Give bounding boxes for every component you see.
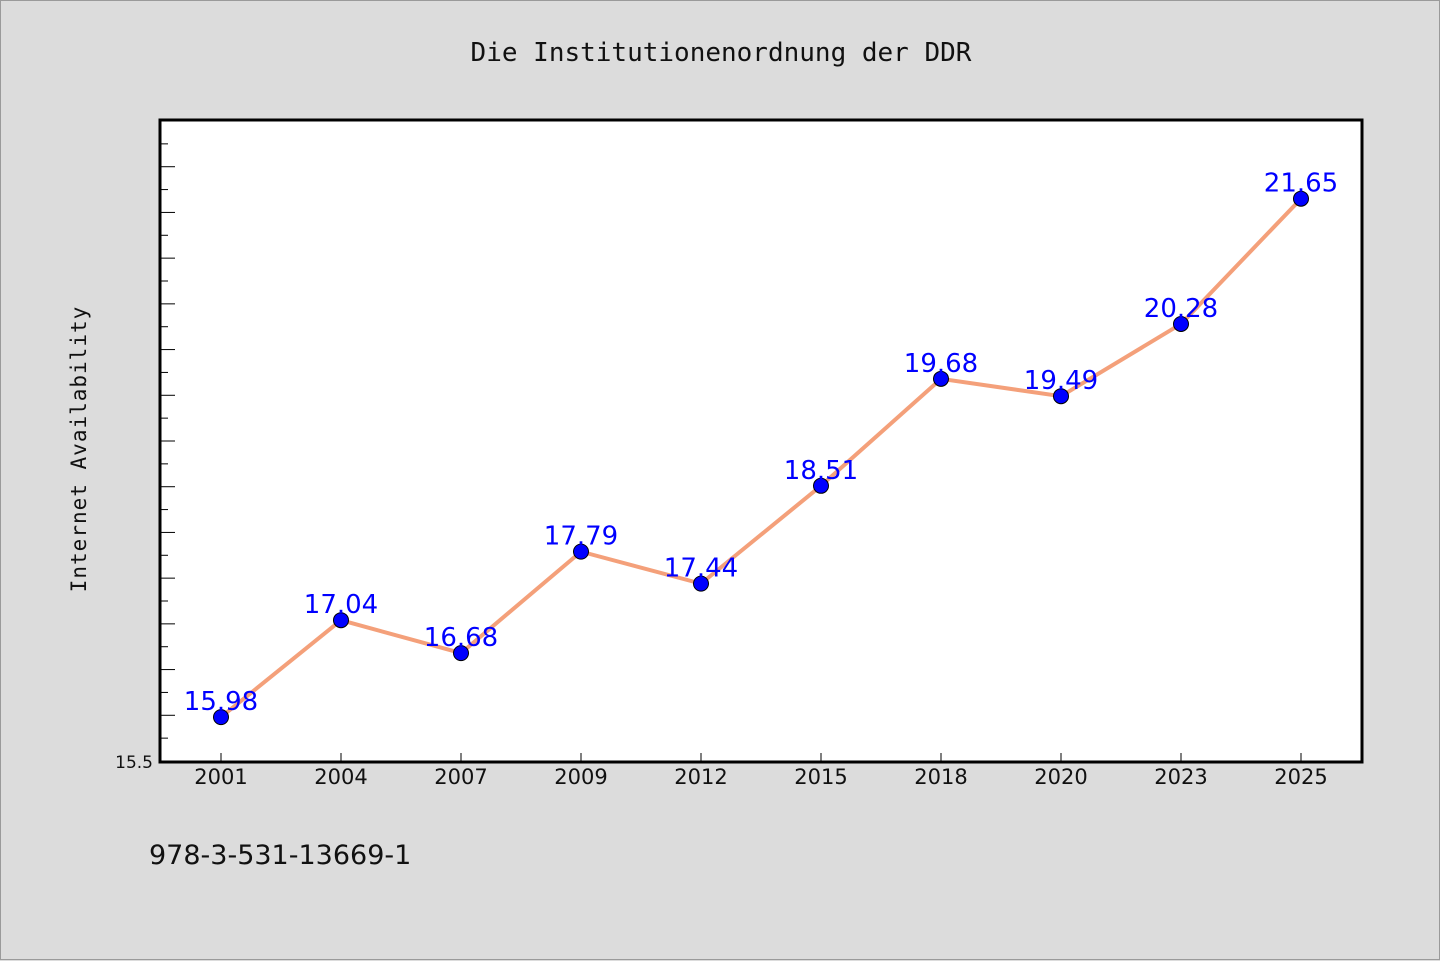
x-axis-tick-labels: 2001 2004 2007 2009 2012 2015 2018 2020 2023 2025 xyxy=(194,765,1327,789)
x-tick-label: 2020 xyxy=(1034,765,1087,789)
x-tick-label: 2007 xyxy=(434,765,487,789)
data-point xyxy=(1173,315,1189,332)
x-tick-label: 2018 xyxy=(914,765,967,789)
data-point xyxy=(933,370,949,387)
x-tick-label: 2012 xyxy=(674,765,727,789)
data-label: 20.28 xyxy=(1144,294,1218,324)
data-point xyxy=(693,575,709,592)
x-tick-label: 2001 xyxy=(194,765,247,789)
data-label: 19.68 xyxy=(904,349,978,379)
y-axis-label: Internet Availability xyxy=(67,306,91,593)
data-label: 17.79 xyxy=(544,522,618,552)
chart-title: Die Institutionenordnung der DDR xyxy=(471,38,972,68)
data-label: 21.65 xyxy=(1264,169,1338,199)
isbn-text: 978-3-531-13669-1 xyxy=(149,840,411,871)
x-tick-label: 2025 xyxy=(1274,765,1327,789)
data-point xyxy=(813,477,829,494)
data-label: 18.51 xyxy=(784,456,858,486)
data-label: 17.04 xyxy=(304,590,378,620)
data-label: 16.68 xyxy=(424,623,498,653)
series-line xyxy=(219,196,1303,720)
data-label: 17.44 xyxy=(664,554,738,584)
x-tick-label: 2023 xyxy=(1154,765,1207,789)
plot-area xyxy=(158,118,1364,764)
data-label: 15.98 xyxy=(184,687,258,717)
data-markers xyxy=(213,190,1309,726)
y-tick-label: 15.5 xyxy=(115,753,153,773)
x-tick-label: 2009 xyxy=(554,765,607,789)
y-axis-ticks xyxy=(161,120,175,762)
data-point xyxy=(1053,388,1069,405)
x-tick-label: 2004 xyxy=(314,765,367,789)
data-labels: 15.98 17.04 16.68 17.79 17.44 18.51 19.68 19.49… xyxy=(184,169,1338,717)
data-label: 19.49 xyxy=(1024,366,1098,396)
data-point xyxy=(573,543,589,560)
x-tick-label: 2015 xyxy=(794,765,847,789)
data-point xyxy=(213,709,229,726)
data-point xyxy=(333,612,349,629)
data-point xyxy=(453,645,469,662)
x-axis-ticks xyxy=(220,753,1302,761)
data-point xyxy=(1293,190,1309,207)
